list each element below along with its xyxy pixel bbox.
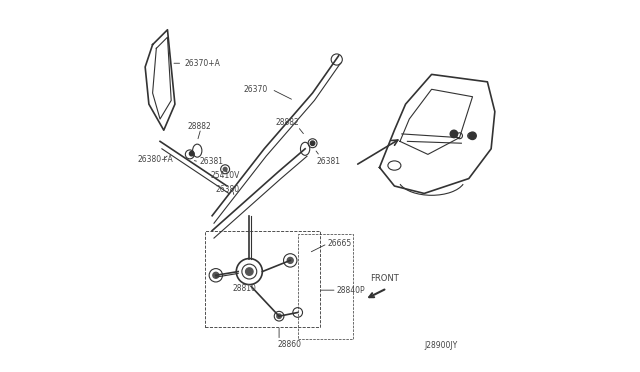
- Text: J28900JY: J28900JY: [424, 341, 458, 350]
- Text: 26381: 26381: [316, 157, 340, 166]
- Text: 26380+A: 26380+A: [138, 155, 173, 164]
- Text: 26380: 26380: [216, 185, 240, 194]
- Text: 26381: 26381: [200, 157, 224, 166]
- Text: 28882: 28882: [275, 118, 299, 127]
- Text: 26370: 26370: [244, 85, 268, 94]
- Circle shape: [277, 314, 282, 318]
- Text: 25410V: 25410V: [211, 171, 239, 180]
- Circle shape: [287, 257, 293, 263]
- Circle shape: [223, 167, 227, 171]
- Circle shape: [450, 130, 458, 138]
- Text: 28882: 28882: [188, 122, 212, 131]
- Text: 28860: 28860: [277, 340, 301, 349]
- Ellipse shape: [246, 268, 253, 275]
- Text: 28810: 28810: [232, 284, 257, 293]
- Text: FRONT: FRONT: [370, 274, 399, 283]
- Text: 28840P: 28840P: [337, 286, 365, 295]
- Circle shape: [213, 272, 219, 278]
- Circle shape: [189, 151, 194, 156]
- Circle shape: [468, 132, 476, 140]
- Text: 26370+A: 26370+A: [184, 59, 220, 68]
- Text: 26665: 26665: [328, 239, 352, 248]
- Circle shape: [310, 141, 315, 145]
